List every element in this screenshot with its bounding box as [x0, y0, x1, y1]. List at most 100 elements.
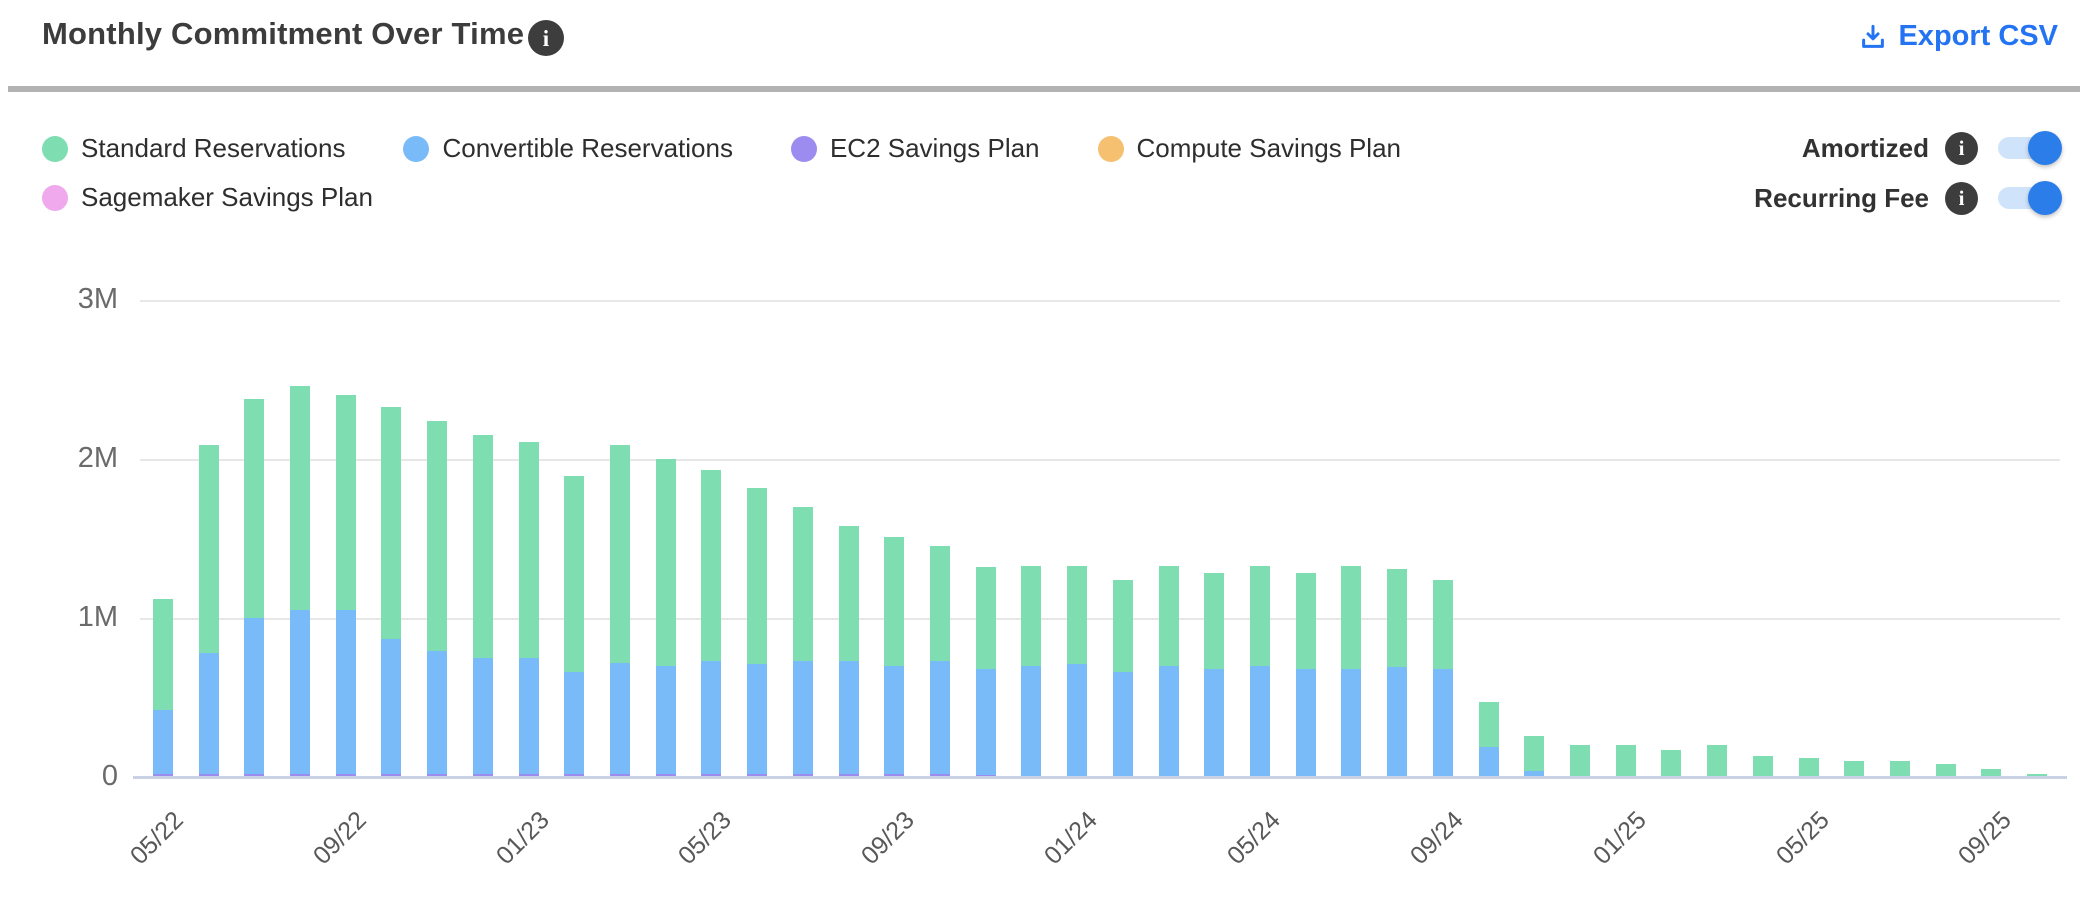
- bar-08-22-ec2-savings-plan[interactable]: [290, 773, 310, 777]
- legend-item-standard-reservations[interactable]: Standard Reservations: [42, 133, 345, 164]
- bar-06-24-convertible-reservations[interactable]: [1295, 668, 1316, 777]
- bar-10-24-standard-reservations[interactable]: [1478, 702, 1499, 747]
- bar-05-22-standard-reservations[interactable]: [152, 598, 173, 711]
- bar-11-24-convertible-reservations[interactable]: [1524, 770, 1545, 777]
- legend-item-sagemaker-savings-plan[interactable]: Sagemaker Savings Plan: [42, 182, 373, 213]
- bar-08-23-standard-reservations[interactable]: [838, 525, 859, 661]
- bar-03-23-standard-reservations[interactable]: [610, 444, 630, 663]
- bar-06-23-standard-reservations[interactable]: [747, 487, 768, 665]
- bar-03-24-standard-reservations[interactable]: [1158, 565, 1179, 666]
- recurring-fee-info-icon[interactable]: i: [1945, 181, 1978, 215]
- bar-07-23-convertible-reservations[interactable]: [792, 660, 813, 774]
- bar-07-23-standard-reservations[interactable]: [792, 506, 813, 661]
- bar-12-24-standard-reservations[interactable]: [1570, 745, 1590, 777]
- bar-03-25-standard-reservations[interactable]: [1707, 745, 1728, 777]
- bar-04-24-convertible-reservations[interactable]: [1204, 668, 1225, 777]
- bar-10-22-ec2-savings-plan[interactable]: [381, 773, 402, 777]
- bar-08-23-ec2-savings-plan[interactable]: [838, 773, 859, 777]
- bar-09-22-standard-reservations[interactable]: [335, 395, 356, 611]
- bar-03-23-convertible-reservations[interactable]: [610, 662, 630, 774]
- bar-05-22-convertible-reservations[interactable]: [152, 710, 173, 774]
- bar-12-22-convertible-reservations[interactable]: [472, 657, 493, 774]
- bar-05-24-standard-reservations[interactable]: [1250, 565, 1270, 666]
- bar-07-23-ec2-savings-plan[interactable]: [792, 773, 813, 777]
- bar-11-23-standard-reservations[interactable]: [975, 567, 996, 669]
- amortized-toggle[interactable]: [1998, 131, 2062, 165]
- bar-11-22-convertible-reservations[interactable]: [427, 651, 448, 774]
- bar-09-24-standard-reservations[interactable]: [1432, 579, 1453, 669]
- bar-02-23-convertible-reservations[interactable]: [564, 672, 585, 774]
- bar-03-24-convertible-reservations[interactable]: [1158, 665, 1179, 777]
- bar-12-23-convertible-reservations[interactable]: [1021, 665, 1042, 777]
- bar-02-24-convertible-reservations[interactable]: [1112, 672, 1133, 777]
- bar-02-23-ec2-savings-plan[interactable]: [564, 773, 585, 777]
- bar-10-25-standard-reservations[interactable]: [2027, 773, 2048, 777]
- bar-10-23-standard-reservations[interactable]: [930, 546, 950, 661]
- bar-12-23-standard-reservations[interactable]: [1021, 565, 1042, 666]
- bar-06-25-standard-reservations[interactable]: [1844, 761, 1865, 777]
- bar-08-22-convertible-reservations[interactable]: [290, 610, 310, 774]
- bar-05-24-convertible-reservations[interactable]: [1250, 665, 1270, 777]
- bar-01-24-standard-reservations[interactable]: [1067, 565, 1088, 665]
- bar-07-22-standard-reservations[interactable]: [244, 398, 265, 618]
- export-csv-button[interactable]: Export CSV: [1858, 20, 2058, 53]
- bar-09-23-convertible-reservations[interactable]: [884, 665, 905, 774]
- bar-04-25-standard-reservations[interactable]: [1752, 756, 1773, 777]
- bar-10-22-standard-reservations[interactable]: [381, 406, 402, 639]
- legend-item-ec2-savings-plan[interactable]: EC2 Savings Plan: [790, 133, 1040, 164]
- bar-08-22-standard-reservations[interactable]: [290, 385, 310, 611]
- bar-07-24-standard-reservations[interactable]: [1341, 565, 1362, 669]
- bar-09-24-convertible-reservations[interactable]: [1432, 668, 1453, 777]
- bar-09-25-standard-reservations[interactable]: [1981, 769, 2002, 777]
- bar-11-22-standard-reservations[interactable]: [427, 420, 448, 652]
- bar-02-25-standard-reservations[interactable]: [1661, 749, 1682, 777]
- bar-09-22-convertible-reservations[interactable]: [335, 610, 356, 774]
- bar-07-24-convertible-reservations[interactable]: [1341, 668, 1362, 777]
- bar-05-23-ec2-savings-plan[interactable]: [701, 773, 722, 777]
- bar-11-22-ec2-savings-plan[interactable]: [427, 773, 448, 777]
- bar-06-22-convertible-reservations[interactable]: [198, 652, 219, 774]
- bar-10-22-convertible-reservations[interactable]: [381, 638, 402, 774]
- bar-07-22-convertible-reservations[interactable]: [244, 618, 265, 774]
- bar-05-23-convertible-reservations[interactable]: [701, 660, 722, 774]
- bar-08-24-convertible-reservations[interactable]: [1387, 667, 1408, 777]
- legend-item-convertible-reservations[interactable]: Convertible Reservations: [403, 133, 733, 164]
- bar-04-23-ec2-savings-plan[interactable]: [655, 773, 676, 777]
- bar-04-23-standard-reservations[interactable]: [655, 459, 676, 666]
- bar-07-25-standard-reservations[interactable]: [1890, 761, 1910, 777]
- bar-06-22-standard-reservations[interactable]: [198, 444, 219, 653]
- bar-01-25-standard-reservations[interactable]: [1615, 745, 1636, 777]
- amortized-info-icon[interactable]: i: [1945, 131, 1978, 165]
- bar-07-22-ec2-savings-plan[interactable]: [244, 773, 265, 777]
- bar-05-25-standard-reservations[interactable]: [1798, 757, 1819, 777]
- bar-08-23-convertible-reservations[interactable]: [838, 660, 859, 774]
- bar-11-24-standard-reservations[interactable]: [1524, 735, 1545, 771]
- title-info-icon[interactable]: i: [528, 20, 564, 56]
- bar-08-25-standard-reservations[interactable]: [1935, 764, 1956, 777]
- bar-12-22-ec2-savings-plan[interactable]: [472, 773, 493, 777]
- bar-10-23-ec2-savings-plan[interactable]: [930, 773, 950, 777]
- bar-06-23-ec2-savings-plan[interactable]: [747, 773, 768, 777]
- bar-09-23-standard-reservations[interactable]: [884, 536, 905, 666]
- bar-01-23-convertible-reservations[interactable]: [518, 657, 539, 774]
- legend-item-compute-savings-plan[interactable]: Compute Savings Plan: [1097, 133, 1401, 164]
- bar-04-23-convertible-reservations[interactable]: [655, 665, 676, 774]
- bar-12-22-standard-reservations[interactable]: [472, 435, 493, 658]
- bar-06-23-convertible-reservations[interactable]: [747, 664, 768, 774]
- bar-01-23-ec2-savings-plan[interactable]: [518, 773, 539, 777]
- bar-01-24-convertible-reservations[interactable]: [1067, 664, 1088, 777]
- bar-09-23-ec2-savings-plan[interactable]: [884, 773, 905, 777]
- bar-02-24-standard-reservations[interactable]: [1112, 579, 1133, 673]
- bar-05-23-standard-reservations[interactable]: [701, 470, 722, 661]
- bar-03-23-ec2-savings-plan[interactable]: [610, 773, 630, 777]
- bar-04-24-standard-reservations[interactable]: [1204, 573, 1225, 669]
- bar-09-22-ec2-savings-plan[interactable]: [335, 773, 356, 777]
- bar-06-24-standard-reservations[interactable]: [1295, 573, 1316, 669]
- bar-02-23-standard-reservations[interactable]: [564, 476, 585, 673]
- bar-05-22-ec2-savings-plan[interactable]: [152, 773, 173, 777]
- bar-10-24-convertible-reservations[interactable]: [1478, 746, 1499, 777]
- bar-08-24-standard-reservations[interactable]: [1387, 568, 1408, 668]
- recurring-fee-toggle[interactable]: [1998, 181, 2062, 215]
- bar-06-22-ec2-savings-plan[interactable]: [198, 773, 219, 777]
- bar-11-23-convertible-reservations[interactable]: [975, 668, 996, 776]
